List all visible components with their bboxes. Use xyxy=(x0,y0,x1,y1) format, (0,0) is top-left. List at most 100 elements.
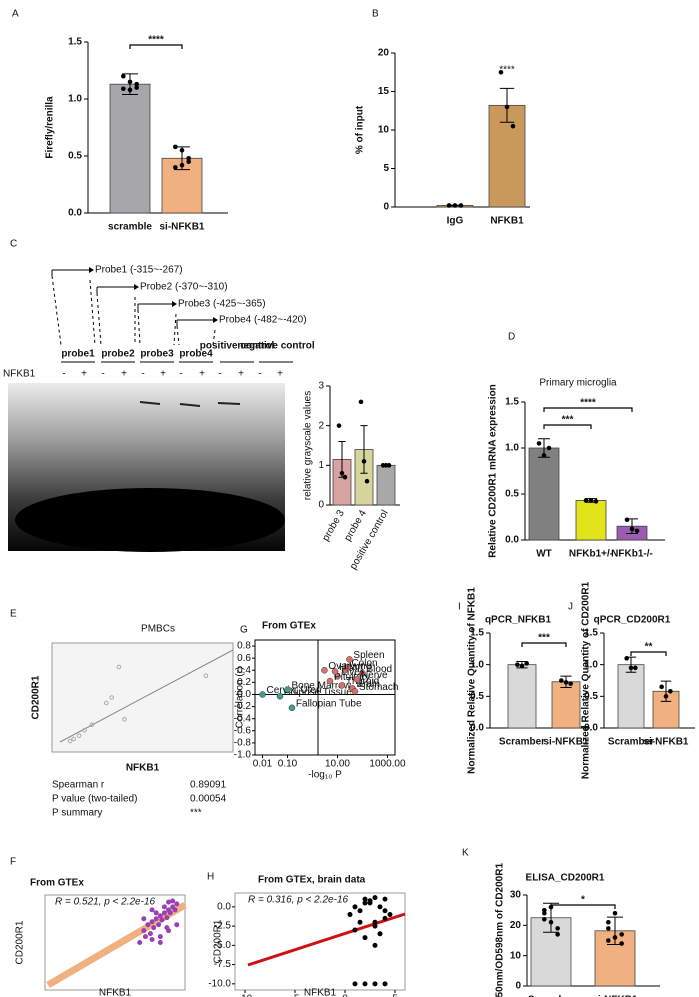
sign: - xyxy=(101,369,104,380)
x-tick-label: Scramber xyxy=(528,995,574,997)
y-tick-label: 1.5 xyxy=(68,37,82,48)
fit-line xyxy=(247,912,406,967)
x-tick-label: -5 xyxy=(291,994,300,997)
data-point xyxy=(362,981,368,987)
y-tick-label: -2.5 xyxy=(214,921,232,932)
probe-label: Probe4 (-482~-420) xyxy=(219,315,307,326)
sig-label: **** xyxy=(499,65,515,76)
x-tick-label: si-NFKB1 xyxy=(643,737,688,748)
chart-title: Primary microglia xyxy=(539,378,617,389)
data-point xyxy=(382,981,388,987)
y-tick-label: 1.0 xyxy=(470,659,484,670)
x-tick-label: 0.01 xyxy=(253,759,273,770)
sig-bracket xyxy=(630,651,667,656)
data-point xyxy=(357,919,363,925)
data-point xyxy=(515,662,520,667)
lane-label: positive control xyxy=(200,341,275,352)
chart-title: From GTEx xyxy=(262,621,316,632)
gel-bands xyxy=(139,401,241,407)
y-tick-label: 20 xyxy=(378,48,390,59)
stat-name: P summary xyxy=(52,808,102,819)
arrow-head xyxy=(134,284,139,290)
data-point xyxy=(357,908,363,914)
panel-letter: G xyxy=(240,625,248,636)
panel-letter: H xyxy=(207,872,214,883)
y-axis-label: OD450nm/OD598nm of CD200R1 xyxy=(495,863,506,997)
data-point xyxy=(362,935,368,941)
stat-value: *** xyxy=(190,808,202,819)
lane-label: probe2 xyxy=(101,349,135,360)
data-point xyxy=(352,981,358,987)
y-tick-label: 15 xyxy=(378,86,390,97)
dash xyxy=(176,325,180,346)
data-point xyxy=(628,665,634,671)
point-label: Heart xyxy=(339,662,364,673)
y-tick-label: -0.6 xyxy=(234,725,252,736)
data-point xyxy=(372,923,378,929)
sig-label: * xyxy=(581,895,585,906)
point-label: Cervix, Uteri xyxy=(267,685,322,696)
data-point xyxy=(151,925,157,931)
data-point xyxy=(166,899,172,905)
point-label: Nerve xyxy=(361,670,388,681)
data-point xyxy=(89,722,95,728)
point-label: Adipose Tissue xyxy=(284,687,352,698)
y-tick-label: 0.0 xyxy=(470,723,484,734)
lane-label: probe4 xyxy=(179,349,213,360)
chart-title: PMBCs xyxy=(141,624,175,635)
y-tick-label: 5 xyxy=(383,163,389,174)
data-point xyxy=(548,920,554,925)
point-label: Fallopian Tube xyxy=(296,698,362,709)
y-tick-label: 0 xyxy=(383,202,389,213)
data-point xyxy=(555,926,560,931)
data-point xyxy=(504,104,510,110)
data-point xyxy=(344,663,351,671)
data-point xyxy=(186,155,191,161)
bar xyxy=(575,500,607,541)
sign: + xyxy=(121,369,127,380)
x-tick-label: NFKB1 xyxy=(490,216,524,227)
data-point xyxy=(619,932,624,937)
sig-label: ** xyxy=(645,642,653,653)
x-axis-label: -log₁₀ P xyxy=(308,770,342,781)
data-point xyxy=(137,940,143,945)
x-tick-label: -10 xyxy=(238,994,253,997)
y-tick-label: 0.0 xyxy=(505,535,519,546)
data-point xyxy=(338,682,346,689)
plot-frame xyxy=(51,642,234,753)
data-point xyxy=(555,932,560,937)
point-label: Colon xyxy=(351,658,377,669)
y-tick-label: 1.0 xyxy=(68,94,82,105)
data-point xyxy=(358,399,364,405)
y-tick-label: 1.0 xyxy=(505,443,519,454)
data-point xyxy=(612,935,618,940)
y-tick-label: 0.4 xyxy=(237,665,251,676)
point-label: Lung xyxy=(349,661,371,672)
stat-value: 0.89091 xyxy=(190,780,227,791)
sign: - xyxy=(218,369,221,380)
fit-line xyxy=(59,649,234,743)
data-point xyxy=(339,470,345,476)
x-tick-label: IgG xyxy=(447,216,464,227)
lane-label: probe3 xyxy=(140,349,174,360)
probe-label: Probe2 (-370~-310) xyxy=(140,282,228,293)
data-point xyxy=(524,661,529,666)
data-point xyxy=(498,69,504,75)
panel-letter: J xyxy=(568,602,573,613)
data-point xyxy=(364,478,370,484)
data-point xyxy=(387,912,393,918)
x-tick-label: Scramber xyxy=(608,737,654,748)
data-point xyxy=(161,904,167,910)
data-point xyxy=(122,717,127,722)
y-tick-label: 0 xyxy=(318,500,324,511)
data-point xyxy=(668,688,673,694)
data-point xyxy=(624,517,630,523)
data-point xyxy=(67,738,73,744)
y-tick-label: 20 xyxy=(510,920,522,931)
data-point xyxy=(382,896,388,902)
y-tick-label: 10 xyxy=(510,950,522,961)
y-tick-label: 1 xyxy=(318,460,324,471)
arrow-head xyxy=(89,267,94,273)
sig-bracket xyxy=(543,407,633,412)
